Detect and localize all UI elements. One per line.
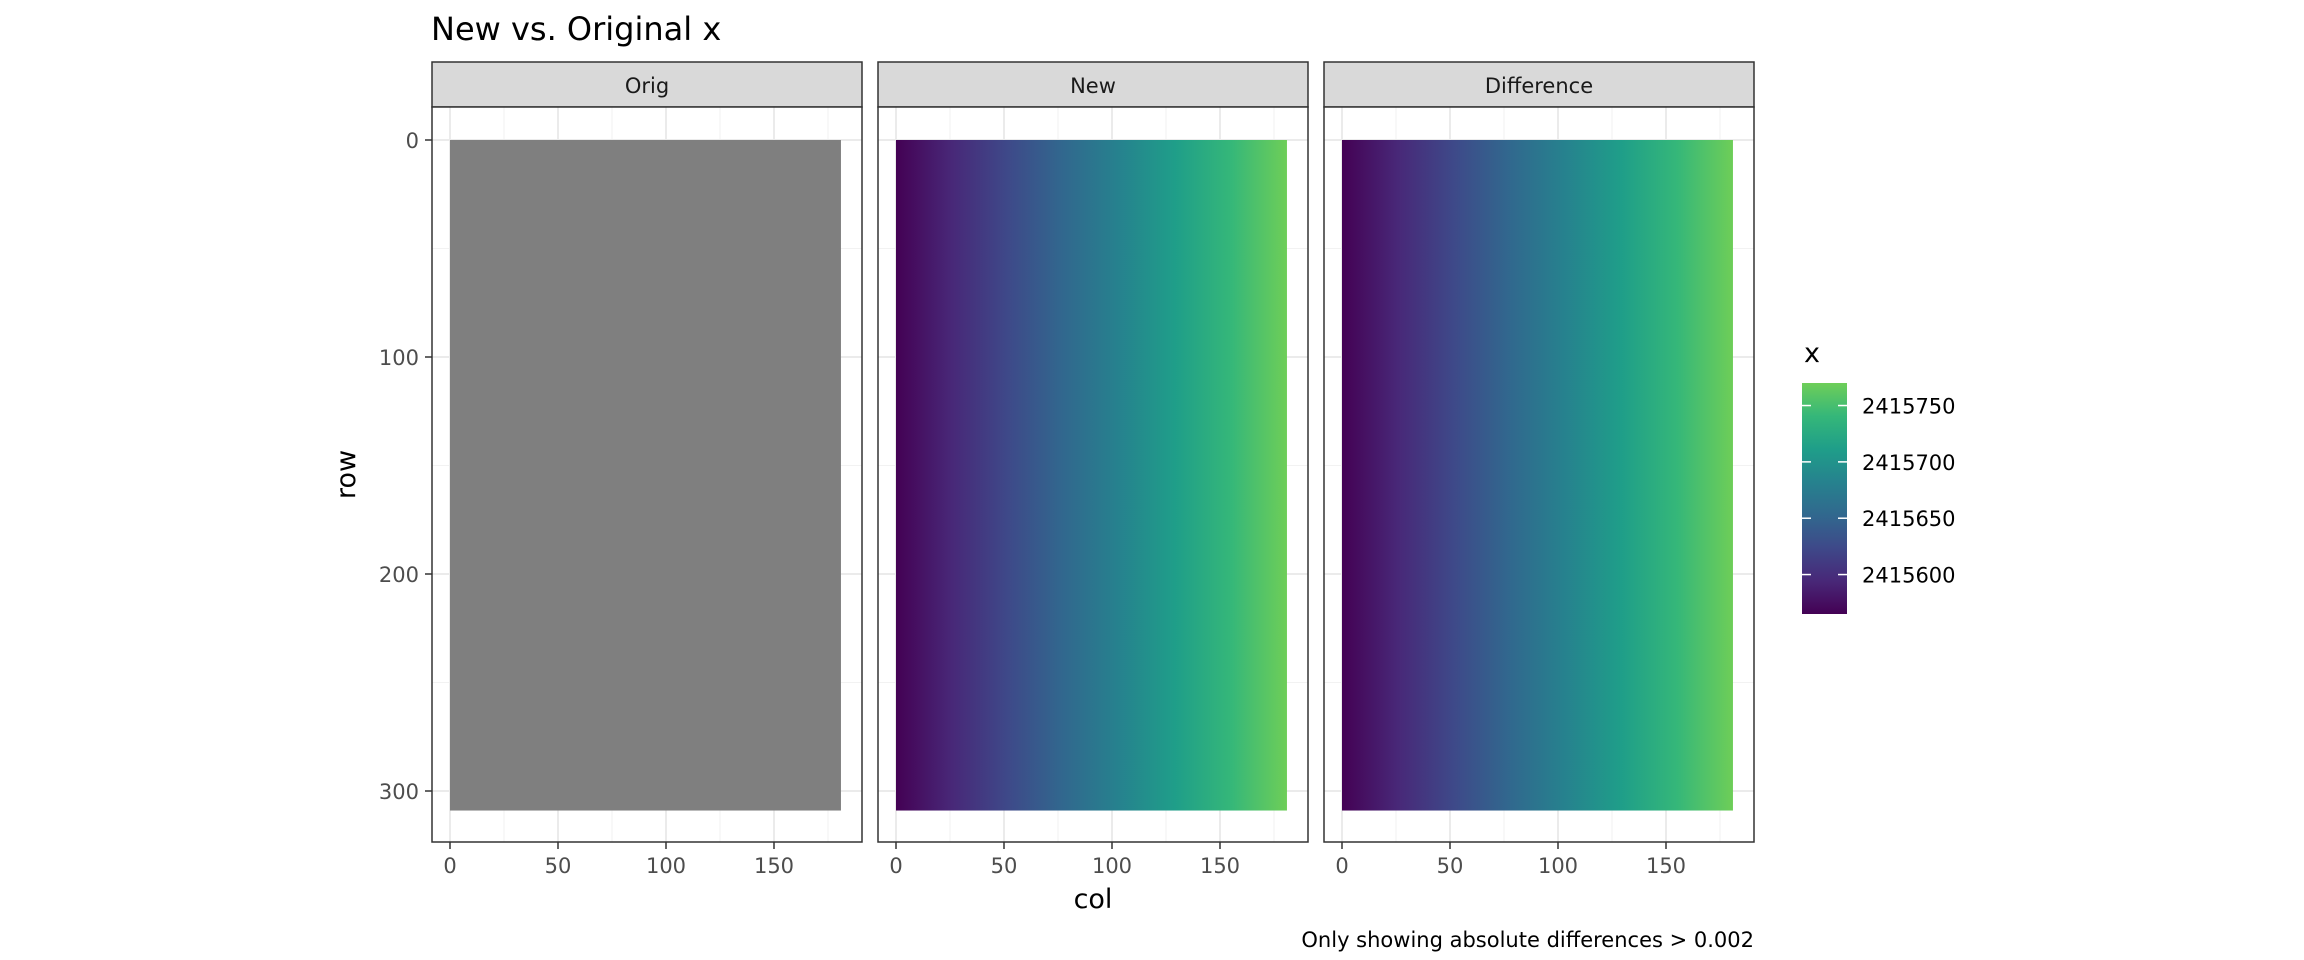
x-tick-label: 100 — [1538, 854, 1578, 878]
panel-difference: Difference — [1323, 61, 1755, 843]
x-tick-label: 50 — [1437, 854, 1464, 878]
legend-colorbar — [1802, 383, 1847, 614]
panel-border — [1323, 106, 1755, 843]
x-tick-label: 150 — [1646, 854, 1686, 878]
legend-label: 2415700 — [1862, 451, 1956, 475]
heatmap-tiles — [450, 140, 841, 811]
legend: x 2415750 2415700 2415650 2415600 — [1802, 338, 1956, 614]
chart-caption: Only showing absolute differences > 0.00… — [1301, 928, 1754, 952]
x-tick-label: 50 — [545, 854, 572, 878]
x-tick-label: 100 — [1092, 854, 1132, 878]
legend-title: x — [1804, 338, 1820, 369]
legend-label: 2415650 — [1862, 507, 1956, 531]
x-tick-label: 0 — [1335, 854, 1348, 878]
y-tick-label: 300 — [379, 780, 419, 804]
y-axis-title: row — [331, 450, 362, 499]
x-tick-label: 150 — [754, 854, 794, 878]
facet-strip — [877, 61, 1309, 108]
x-tick-label: 0 — [889, 854, 902, 878]
x-tick-label: 0 — [443, 854, 456, 878]
facet-strip-label: Difference — [1485, 74, 1593, 98]
panel-orig: Orig — [431, 61, 863, 843]
panel-border — [877, 106, 1309, 843]
panel-border — [431, 106, 863, 843]
facet-strip — [431, 61, 863, 108]
y-tick-label: 0 — [406, 129, 419, 153]
panel-new: New — [877, 61, 1309, 843]
x-axis-title: col — [1074, 884, 1113, 915]
facet-strip — [1323, 61, 1755, 108]
y-tick-label: 100 — [379, 346, 419, 370]
facet-strip-label: New — [1070, 74, 1116, 98]
heatmap-tiles — [1342, 140, 1733, 811]
x-tick-label: 50 — [991, 854, 1018, 878]
heatmap-tiles — [896, 140, 1287, 811]
legend-label: 2415750 — [1862, 395, 1956, 419]
x-tick-label: 100 — [646, 854, 686, 878]
x-tick-label: 150 — [1200, 854, 1240, 878]
facet-strip-label: Orig — [625, 74, 669, 98]
chart-title: New vs. Original x — [431, 10, 721, 48]
y-tick-label: 200 — [379, 563, 419, 587]
legend-label: 2415600 — [1862, 564, 1956, 588]
